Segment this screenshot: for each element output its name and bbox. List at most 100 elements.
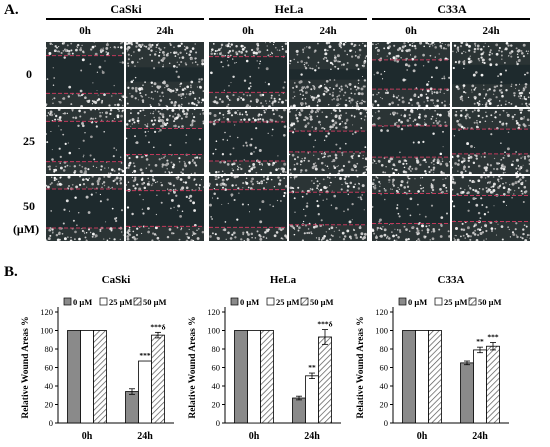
legend-label: 0 μM bbox=[73, 297, 92, 307]
time-label-0h: 0h bbox=[242, 25, 254, 37]
panel-b-label: B. bbox=[4, 264, 18, 280]
significance-label: ***δ bbox=[317, 320, 332, 329]
bar bbox=[460, 362, 474, 424]
significance-label: ***δ bbox=[150, 322, 165, 331]
legend-label: 50 μM bbox=[143, 297, 166, 307]
legend-swatch bbox=[63, 297, 72, 306]
chart-title: HeLa bbox=[270, 274, 297, 286]
bar bbox=[305, 375, 319, 424]
y-tick-label: 120 bbox=[207, 307, 220, 317]
significance-label: *** bbox=[139, 351, 151, 360]
bar bbox=[93, 330, 107, 424]
wound-micrograph bbox=[209, 42, 287, 107]
significance-label: ** bbox=[308, 363, 316, 372]
wound-micrograph bbox=[46, 42, 124, 107]
time-label-24h: 24h bbox=[482, 25, 500, 37]
y-tick-label: 20 bbox=[45, 400, 54, 410]
x-tick-label: 0h bbox=[82, 431, 93, 442]
legend-swatch bbox=[300, 297, 309, 306]
time-label-0h: 0h bbox=[79, 25, 91, 37]
panel-a-label: A. bbox=[4, 2, 19, 18]
wound-micrograph bbox=[372, 109, 450, 174]
wound-micrograph bbox=[209, 109, 287, 174]
wound-micrograph bbox=[452, 109, 530, 174]
y-tick-label: 40 bbox=[45, 381, 54, 391]
cell-line-title-hela: HeLa bbox=[274, 2, 304, 16]
legend-label: 25 μM bbox=[444, 297, 467, 307]
y-tick-label: 120 bbox=[375, 307, 388, 317]
y-axis-label: Relative Wound Areas % bbox=[21, 316, 31, 418]
legend-label: 25 μM bbox=[276, 297, 299, 307]
y-tick-label: 20 bbox=[212, 400, 221, 410]
bar bbox=[234, 330, 248, 424]
bar bbox=[260, 330, 274, 424]
y-tick-label: 0 bbox=[216, 418, 220, 428]
y-tick-label: 120 bbox=[40, 307, 53, 317]
legend-label: 0 μM bbox=[408, 297, 427, 307]
x-tick-label: 0h bbox=[249, 431, 260, 442]
wound-micrograph bbox=[289, 42, 367, 107]
wound-micrograph bbox=[46, 176, 124, 241]
bar bbox=[402, 330, 416, 424]
x-tick-label: 0h bbox=[417, 431, 428, 442]
wound-micrograph bbox=[209, 176, 287, 241]
x-tick-label: 24h bbox=[137, 431, 153, 442]
concentration-label-0: 0 bbox=[26, 67, 32, 81]
y-tick-label: 80 bbox=[380, 344, 389, 354]
y-axis-label: Relative Wound Areas % bbox=[356, 316, 366, 418]
y-tick-label: 80 bbox=[212, 344, 221, 354]
wound-micrograph bbox=[126, 42, 204, 107]
wound-micrograph bbox=[372, 176, 450, 241]
time-label-0h: 0h bbox=[405, 25, 417, 37]
y-tick-label: 40 bbox=[380, 381, 389, 391]
bar bbox=[125, 391, 139, 424]
legend-swatch bbox=[266, 297, 275, 306]
chart-title: C33A bbox=[438, 274, 465, 286]
bar bbox=[151, 334, 165, 424]
y-tick-label: 0 bbox=[49, 418, 53, 428]
y-axis-label: Relative Wound Areas % bbox=[188, 316, 198, 418]
legend-label: 25 μM bbox=[109, 297, 132, 307]
wound-micrograph bbox=[452, 42, 530, 107]
bar bbox=[318, 336, 332, 424]
wound-micrograph bbox=[126, 109, 204, 174]
bar bbox=[428, 330, 442, 424]
legend-swatch bbox=[99, 297, 108, 306]
legend-label: 50 μM bbox=[310, 297, 333, 307]
x-tick-label: 24h bbox=[472, 431, 488, 442]
concentration-label-50: 50 bbox=[23, 199, 35, 213]
concentration-label-25: 25 bbox=[23, 134, 35, 148]
chart-title: CaSki bbox=[102, 274, 131, 286]
legend-swatch bbox=[468, 297, 477, 306]
y-tick-label: 60 bbox=[212, 363, 221, 373]
y-tick-label: 60 bbox=[45, 363, 54, 373]
y-tick-label: 100 bbox=[207, 326, 220, 336]
bar bbox=[415, 330, 429, 424]
time-label-24h: 24h bbox=[156, 25, 174, 37]
wound-micrograph bbox=[289, 176, 367, 241]
significance-label: *** bbox=[487, 333, 499, 342]
legend-label: 0 μM bbox=[240, 297, 259, 307]
y-tick-label: 40 bbox=[212, 381, 221, 391]
cell-line-underline bbox=[372, 18, 530, 20]
bar bbox=[486, 345, 500, 424]
cell-line-title-caski: CaSki bbox=[110, 2, 142, 16]
concentration-unit-label: (μM) bbox=[12, 222, 40, 236]
legend-swatch bbox=[434, 297, 443, 306]
time-label-24h: 24h bbox=[319, 25, 337, 37]
bar bbox=[473, 349, 487, 424]
x-tick-label: 24h bbox=[304, 431, 320, 442]
bar bbox=[138, 360, 152, 424]
bar bbox=[80, 330, 94, 424]
wound-micrograph bbox=[289, 109, 367, 174]
bar bbox=[247, 330, 261, 424]
wound-micrograph bbox=[46, 109, 124, 174]
cell-line-underline bbox=[209, 18, 367, 20]
legend-swatch bbox=[230, 297, 239, 306]
y-tick-label: 60 bbox=[380, 363, 389, 373]
y-tick-label: 0 bbox=[384, 418, 388, 428]
wound-micrograph bbox=[452, 176, 530, 241]
legend-swatch bbox=[398, 297, 407, 306]
wound-micrograph bbox=[372, 42, 450, 107]
